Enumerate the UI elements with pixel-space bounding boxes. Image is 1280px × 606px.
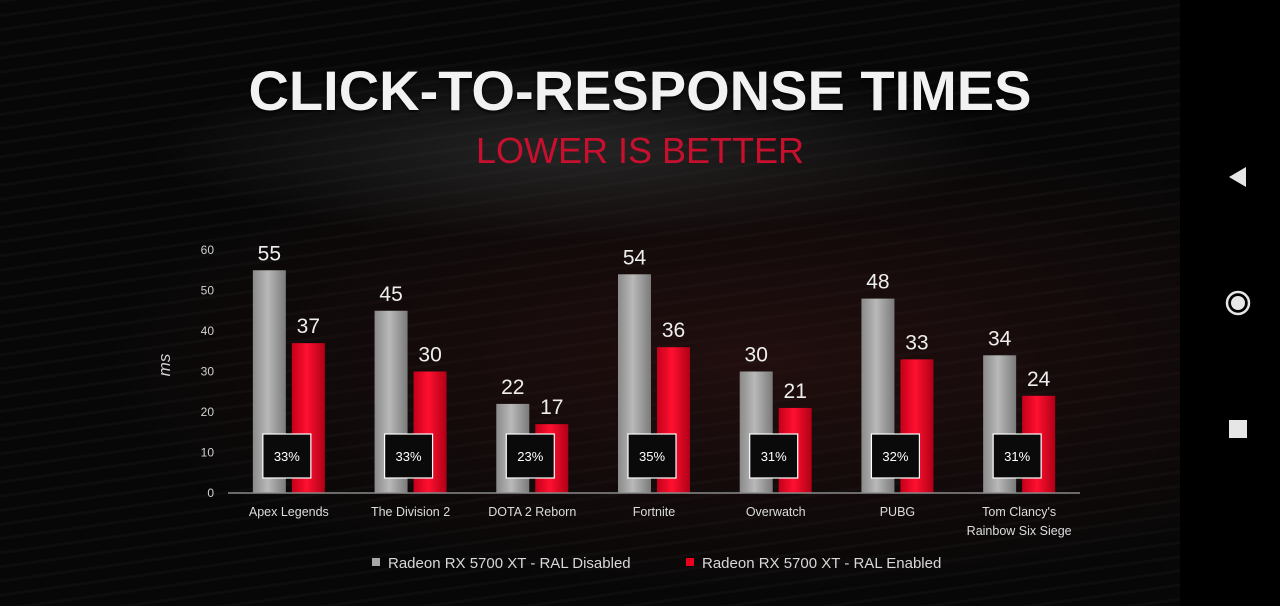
y-tick-label: 60 [201, 243, 215, 257]
percent-label: 31% [1004, 449, 1030, 464]
data-label-enabled: 37 [297, 315, 320, 338]
back-icon[interactable] [1224, 163, 1252, 191]
y-axis-title: ms [155, 353, 174, 376]
data-label-enabled: 33 [905, 331, 928, 354]
x-tick-label: The Division 2 [371, 505, 450, 519]
y-tick-label: 20 [201, 405, 215, 419]
android-navigation-bar [1180, 0, 1280, 606]
x-tick-label: Fortnite [633, 505, 675, 519]
bar-chart: 0 10 20 30 40 50 60 ms 55 37 33% Apex Legends 45 30 33… [155, 242, 1080, 538]
legend-swatch-disabled [372, 558, 380, 566]
x-tick-label: Rainbow Six Siege [967, 524, 1072, 538]
chart-legend: Radeon RX 5700 XT - RAL Disabled Radeon … [372, 555, 992, 577]
percent-box [505, 433, 555, 479]
percent-label: 32% [882, 449, 908, 464]
x-tick-label: Apex Legends [249, 505, 329, 519]
percent-box [627, 433, 677, 479]
data-label-enabled: 17 [540, 396, 563, 419]
data-label-disabled: 45 [379, 283, 402, 306]
data-label-disabled: 48 [866, 271, 889, 294]
percent-box [870, 433, 921, 479]
y-tick-label: 50 [201, 284, 215, 298]
data-label-enabled: 30 [418, 344, 441, 367]
x-tick-label: Overwatch [746, 505, 806, 519]
percent-label: 23% [517, 449, 543, 464]
data-label-disabled: 22 [501, 376, 524, 399]
data-label-disabled: 34 [988, 327, 1012, 350]
x-tick-label: Tom Clancy's [982, 505, 1056, 519]
slide-background [0, 0, 1180, 606]
data-label-disabled: 54 [623, 246, 647, 269]
home-icon[interactable] [1224, 289, 1252, 317]
y-tick-label: 30 [201, 365, 215, 379]
percent-box [383, 433, 434, 479]
percent-box [262, 433, 312, 479]
y-tick-label: 40 [201, 324, 215, 338]
percent-label: 35% [639, 449, 665, 464]
percent-label: 33% [396, 449, 422, 464]
percent-box [749, 433, 799, 479]
data-label-disabled: 30 [745, 344, 768, 367]
legend-swatch-enabled [686, 558, 694, 566]
legend-label-enabled: Radeon RX 5700 XT - RAL Enabled [702, 555, 942, 572]
data-label-enabled: 24 [1027, 368, 1051, 391]
y-tick-label: 0 [207, 486, 214, 500]
data-label-enabled: 21 [784, 380, 807, 403]
x-tick-label: PUBG [880, 505, 915, 519]
legend-label-disabled: Radeon RX 5700 XT - RAL Disabled [388, 555, 631, 572]
x-tick-label: DOTA 2 Reborn [488, 505, 576, 519]
percent-label: 33% [274, 449, 300, 464]
percent-label: 31% [761, 449, 787, 464]
data-label-disabled: 55 [258, 242, 281, 265]
y-tick-label: 10 [201, 446, 215, 460]
legend-item-enabled: Radeon RX 5700 XT - RAL Enabled [686, 555, 941, 572]
data-label-enabled: 36 [662, 319, 685, 342]
chart-title: CLICK-TO-RESPONSE TIMES [248, 59, 1032, 122]
chart-subtitle: LOWER IS BETTER [475, 130, 805, 171]
recents-icon[interactable] [1224, 415, 1252, 443]
percent-box [992, 433, 1042, 479]
legend-item-disabled: Radeon RX 5700 XT - RAL Disabled [372, 555, 631, 572]
